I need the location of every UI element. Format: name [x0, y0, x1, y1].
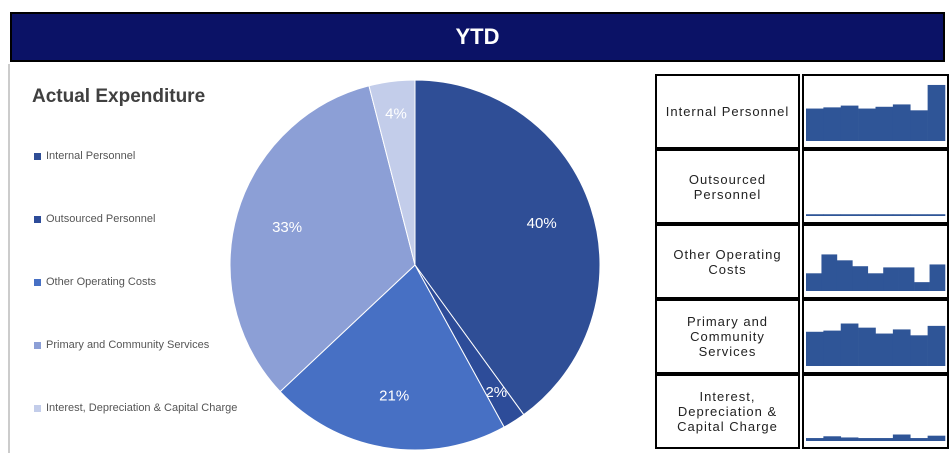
spark-bar — [840, 323, 859, 366]
sparkline — [806, 434, 946, 441]
table-row: Primary and Community Services — [655, 299, 949, 374]
spark-bar — [910, 438, 928, 441]
pie-slice — [414, 79, 601, 416]
spark-bar — [823, 330, 842, 366]
spark-bar — [875, 438, 894, 441]
spark-bar — [875, 333, 894, 366]
legend-item: Interest, Depreciation & Capital Charge — [34, 400, 244, 416]
slice-label: 33% — [272, 219, 302, 236]
spark-bar — [910, 335, 928, 366]
spark-bar — [858, 214, 876, 216]
spark-bar — [927, 325, 946, 366]
spark-bar — [823, 436, 842, 441]
table-row: Other Operating Costs — [655, 224, 949, 299]
spark-bar — [858, 438, 876, 441]
slice-label: 2% — [485, 384, 507, 401]
row-label: Interest, Depreciation & Capital Charge — [655, 374, 800, 449]
legend-label: Interest, Depreciation & Capital Charge — [46, 402, 238, 414]
spark-bar — [883, 267, 899, 291]
sparkline — [806, 214, 946, 216]
spark-bar — [927, 84, 946, 141]
header: YTD — [10, 12, 945, 62]
sparkline-cell — [802, 74, 949, 149]
spark-bar — [929, 264, 946, 291]
row-label: Other Operating Costs — [655, 224, 800, 299]
spark-bar — [867, 273, 884, 291]
row-label: Primary and Community Services — [655, 299, 800, 374]
table-row: Internal Personnel — [655, 74, 949, 149]
legend-item: Other Operating Costs — [34, 274, 244, 290]
pie-slice — [279, 264, 505, 451]
spark-bar — [858, 108, 876, 141]
slice-label: 4% — [385, 105, 407, 122]
legend-label: Outsourced Personnel — [46, 213, 156, 225]
legend-swatch — [34, 216, 41, 223]
legend-item: Internal Personnel — [34, 148, 244, 164]
sparkline — [806, 254, 946, 291]
legend-swatch — [34, 342, 41, 349]
spark-bar — [836, 260, 853, 291]
pie-chart: 40% 2% 21% 33% 4% — [229, 79, 601, 451]
spark-bar — [806, 108, 824, 141]
spark-bar — [892, 329, 911, 366]
spark-bar — [823, 107, 842, 141]
table-row: Outsourced Personnel — [655, 149, 949, 224]
spark-bar — [858, 327, 876, 366]
legend-item: Primary and Community Services — [34, 337, 244, 353]
spark-bar — [914, 282, 930, 291]
spark-bar — [806, 438, 824, 441]
sparkline — [806, 84, 946, 141]
sparkline — [806, 323, 946, 366]
pie-slice — [368, 79, 416, 266]
sparkline-cell — [802, 149, 949, 224]
chart-title: Actual Expenditure — [32, 86, 206, 107]
spark-bar — [840, 105, 859, 141]
slice-label: 40% — [527, 215, 557, 232]
sparkline-cell — [802, 224, 949, 299]
spark-bar — [910, 214, 928, 216]
row-label: Outsourced Personnel — [655, 149, 800, 224]
spark-bar — [821, 254, 838, 291]
row-label: Internal Personnel — [655, 74, 800, 149]
spark-bar — [823, 214, 842, 216]
spark-bar — [806, 331, 824, 366]
spark-bar — [910, 110, 928, 141]
spark-bar — [927, 214, 946, 216]
legend-swatch — [34, 153, 41, 160]
panel: 40% 2% 21% 33% 4% Actual Expenditure Interna… — [8, 64, 950, 453]
legend-item: Outsourced Personnel — [34, 211, 244, 227]
sparkline-cell — [802, 374, 949, 449]
spark-bar — [852, 266, 869, 291]
spark-bar — [892, 104, 911, 141]
table-row: Interest, Depreciation & Capital Charge — [655, 374, 949, 449]
spark-bar — [840, 437, 859, 441]
spark-bar — [892, 434, 911, 441]
spark-bar — [875, 214, 894, 216]
legend-swatch — [34, 279, 41, 286]
spark-bar — [875, 106, 894, 141]
spark-bar — [892, 214, 911, 216]
spark-bar — [806, 273, 822, 291]
legend-label: Primary and Community Services — [46, 339, 210, 351]
sparkline-cell — [802, 299, 949, 374]
slice-label: 21% — [379, 388, 409, 405]
spark-bar — [927, 435, 946, 441]
sparkline-table: Internal Personnel Outsourced Personnel Ot… — [655, 74, 949, 449]
spark-bar — [806, 214, 824, 216]
legend-label: Internal Personnel — [46, 150, 136, 162]
legend-swatch — [34, 405, 41, 412]
spark-bar — [898, 267, 915, 291]
legend-label: Other Operating Costs — [46, 276, 157, 288]
pie-slice — [229, 85, 416, 393]
spark-bar — [840, 214, 859, 216]
